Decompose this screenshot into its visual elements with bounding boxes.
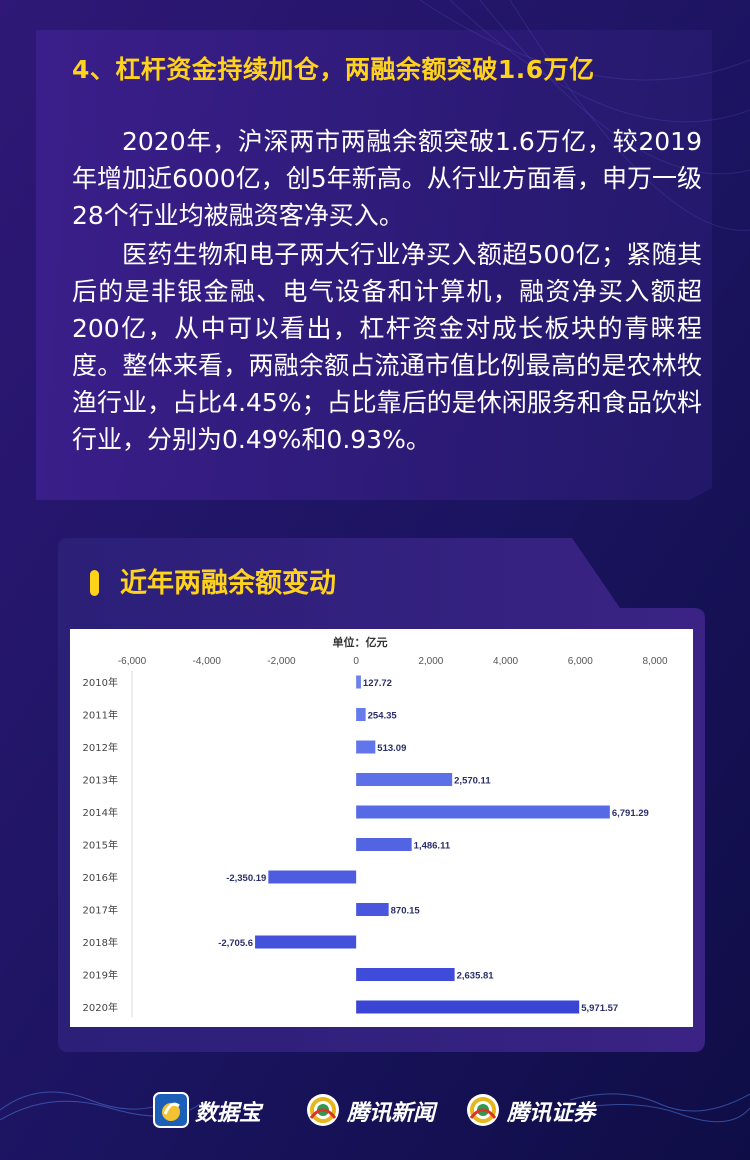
chart-unit-label: 单位：亿元: [332, 637, 388, 649]
category-label: 2020年: [83, 1001, 118, 1014]
brand-name: 数据宝: [195, 1101, 262, 1126]
category-label: 2010年: [83, 676, 118, 689]
data-label: 2,635.81: [457, 971, 495, 982]
bar: [356, 708, 366, 721]
category-label: 2019年: [83, 969, 118, 982]
category-label: 2015年: [83, 839, 118, 852]
data-label: 2,570.11: [454, 776, 491, 787]
x-tick-label: 4,000: [493, 656, 518, 667]
text-panel: [36, 30, 712, 500]
tencent-news-logo-icon: [307, 1094, 339, 1126]
x-tick-label: -2,000: [267, 656, 296, 667]
data-label: 513.09: [377, 743, 406, 754]
page-heading: 4、杠杆资金持续加仓，两融余额突破1.6万亿: [72, 55, 595, 84]
bar: [356, 773, 453, 786]
category-label: 2013年: [83, 774, 118, 787]
decorative-arcs: [419, 0, 750, 231]
category-label: 2018年: [83, 936, 118, 949]
data-label: -2,705.6: [218, 938, 253, 949]
bar: [356, 903, 389, 916]
bar: [356, 740, 376, 754]
data-label: 127.72: [363, 678, 392, 689]
brand-name: 腾讯新闻: [347, 1101, 436, 1126]
data-label: 6,791.29: [612, 808, 649, 819]
bar: [255, 935, 357, 949]
chart-panel-title: 近年两融余额变动: [120, 568, 336, 599]
data-label: 1,486.11: [414, 841, 451, 852]
brand-name: 腾讯证券: [507, 1101, 596, 1126]
x-tick-label: 6,000: [568, 656, 593, 667]
x-tick-label: -4,000: [193, 656, 222, 667]
chart-area: 单位：亿元 -6,000 -4,000 -2,000 0 2,000 4,000 6,000…: [70, 629, 693, 1027]
title-accent-bar: [90, 570, 99, 596]
data-label: 5,971.57: [581, 1003, 618, 1014]
category-label: 2016年: [83, 871, 118, 884]
x-tick-label: 2,000: [418, 656, 443, 667]
x-tick-label: -6,000: [118, 656, 147, 667]
bar: [356, 968, 455, 981]
tencent-securities-logo-icon: [467, 1094, 499, 1126]
shujubao-logo-icon: [153, 1092, 189, 1128]
data-label: -2,350.19: [226, 873, 266, 884]
data-label: 870.15: [391, 906, 421, 917]
category-label: 2011年: [83, 709, 118, 722]
category-label: 2017年: [83, 904, 118, 917]
data-label: 254.35: [368, 711, 398, 722]
bar: [356, 805, 610, 819]
bar: [356, 838, 412, 851]
paragraph-1: 2020年，沪深两市两融余额突破1.6万亿，较2019年增加近6000亿，创5年…: [72, 127, 702, 230]
category-label: 2012年: [83, 741, 118, 754]
bar: [268, 870, 357, 884]
x-tick-label: 0: [353, 656, 359, 667]
bar-chart: -6,000 -4,000 -2,000 0 2,000 4,000 6,000 8,000 2…: [83, 656, 668, 1017]
footer: 数据宝 腾讯新闻 腾讯证券: [0, 1088, 750, 1134]
paragraph-2: 医药生物和电子两大行业净买入额超500亿；紧随其后的是非银金融、电气设备和计算机…: [72, 240, 702, 454]
bar: [356, 675, 361, 689]
bar: [356, 1000, 580, 1014]
x-tick-label: 8,000: [642, 656, 667, 667]
category-label: 2014年: [83, 806, 118, 819]
